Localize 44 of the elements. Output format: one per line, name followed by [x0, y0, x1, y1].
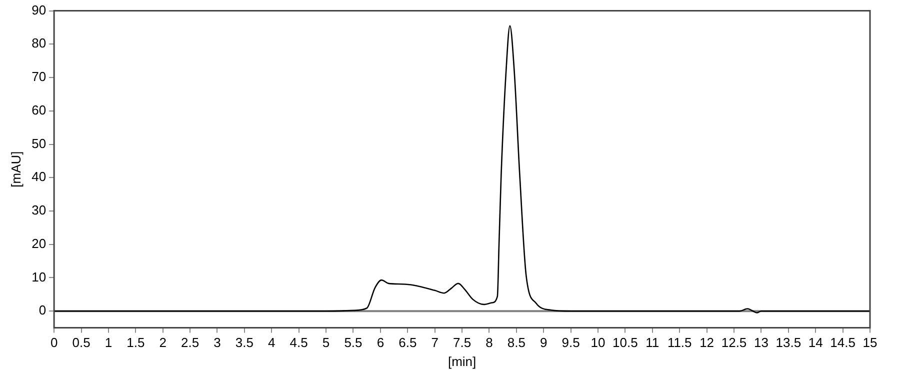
- x-tick-label: 9: [540, 335, 548, 350]
- y-tick-label: 60: [32, 102, 46, 118]
- x-tick-label: 4: [268, 335, 276, 350]
- y-tick-label: 90: [32, 2, 46, 18]
- x-tick-label: 5: [322, 335, 330, 350]
- x-tick-label: 13: [754, 335, 768, 350]
- y-tick-label: 30: [32, 202, 46, 218]
- x-tick-label: 14.5: [830, 335, 856, 350]
- x-tick-label: 8.5: [507, 335, 526, 350]
- x-tick-label: 1: [104, 335, 112, 350]
- y-tick-label: 20: [32, 236, 46, 251]
- y-tick-label: 10: [32, 269, 46, 284]
- x-tick-label: 12.5: [721, 335, 747, 350]
- x-tick-label: 9.5: [562, 335, 580, 350]
- x-tick-label: 5.5: [344, 335, 362, 350]
- x-tick-label: 6.5: [398, 335, 417, 350]
- y-tick-label: 70: [32, 69, 46, 84]
- x-tick-label: 7: [431, 335, 438, 350]
- x-tick-label: 8: [486, 335, 493, 350]
- x-tick-label: 10: [590, 335, 606, 350]
- y-tick-label: 0: [38, 302, 46, 318]
- x-tick-label: 11.5: [667, 335, 692, 350]
- x-tick-label: 14: [808, 335, 823, 350]
- x-tick-label: 3: [214, 335, 221, 350]
- x-tick-label: 4.5: [290, 335, 308, 350]
- line-series: [54, 25, 870, 314]
- x-tick-label: 12: [700, 335, 714, 350]
- x-tick-label: 11: [646, 335, 660, 350]
- x-tick-label: 0: [50, 335, 58, 350]
- y-tick-label: 80: [32, 36, 46, 51]
- x-tick-label: 0.5: [72, 335, 90, 350]
- x-tick-label: 13.5: [776, 335, 802, 350]
- y-tick-label: 50: [32, 136, 46, 151]
- x-tick-label: 15: [862, 335, 878, 350]
- y-tick-label: 40: [32, 169, 46, 184]
- y-axis-title: [mAU]: [8, 151, 24, 188]
- x-tick-label: 10.5: [612, 335, 638, 350]
- x-axis-title: [min]: [448, 354, 476, 369]
- x-tick-label: 3.5: [235, 335, 254, 350]
- x-tick-label: 6: [376, 335, 384, 350]
- x-tick-label: 7.5: [452, 335, 472, 350]
- x-tick-label: 2: [159, 335, 166, 350]
- x-tick-label: 1.5: [126, 335, 145, 350]
- x-tick-label: 2.5: [181, 335, 200, 350]
